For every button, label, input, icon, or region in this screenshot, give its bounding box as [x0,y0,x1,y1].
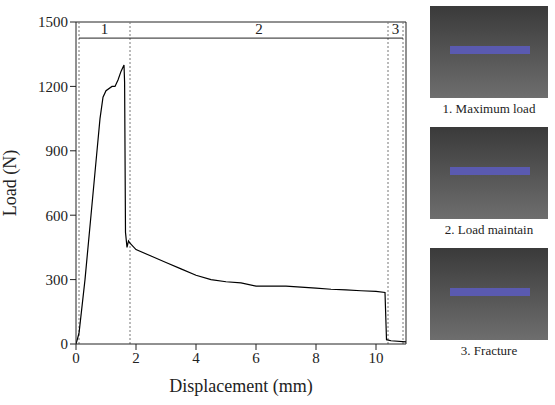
svg-text:2: 2 [132,350,140,366]
svg-text:900: 900 [46,143,69,159]
svg-text:1: 1 [101,21,109,37]
svg-text:300: 300 [46,272,69,288]
svg-text:2: 2 [255,21,263,37]
svg-text:1500: 1500 [38,14,68,30]
svg-text:3: 3 [392,21,400,37]
html-text:1. Maximum load: 1. Maximum load [442,101,536,116]
html-text:2. Load maintain: 2. Load maintain [444,222,534,237]
html-text:3. Fracture: 3. Fracture [460,343,518,358]
svg-text:4: 4 [192,350,200,366]
svg-text:6: 6 [252,350,260,366]
svg-text:0: 0 [61,336,69,352]
svg-text:Displacement (mm): Displacement (mm) [169,376,312,397]
svg-text:1200: 1200 [38,79,68,95]
svg-text:Load (N): Load (N) [0,150,21,216]
svg-text:600: 600 [46,208,69,224]
svg-text:8: 8 [312,350,320,366]
svg-text:0: 0 [72,350,80,366]
svg-text:10: 10 [369,350,384,366]
